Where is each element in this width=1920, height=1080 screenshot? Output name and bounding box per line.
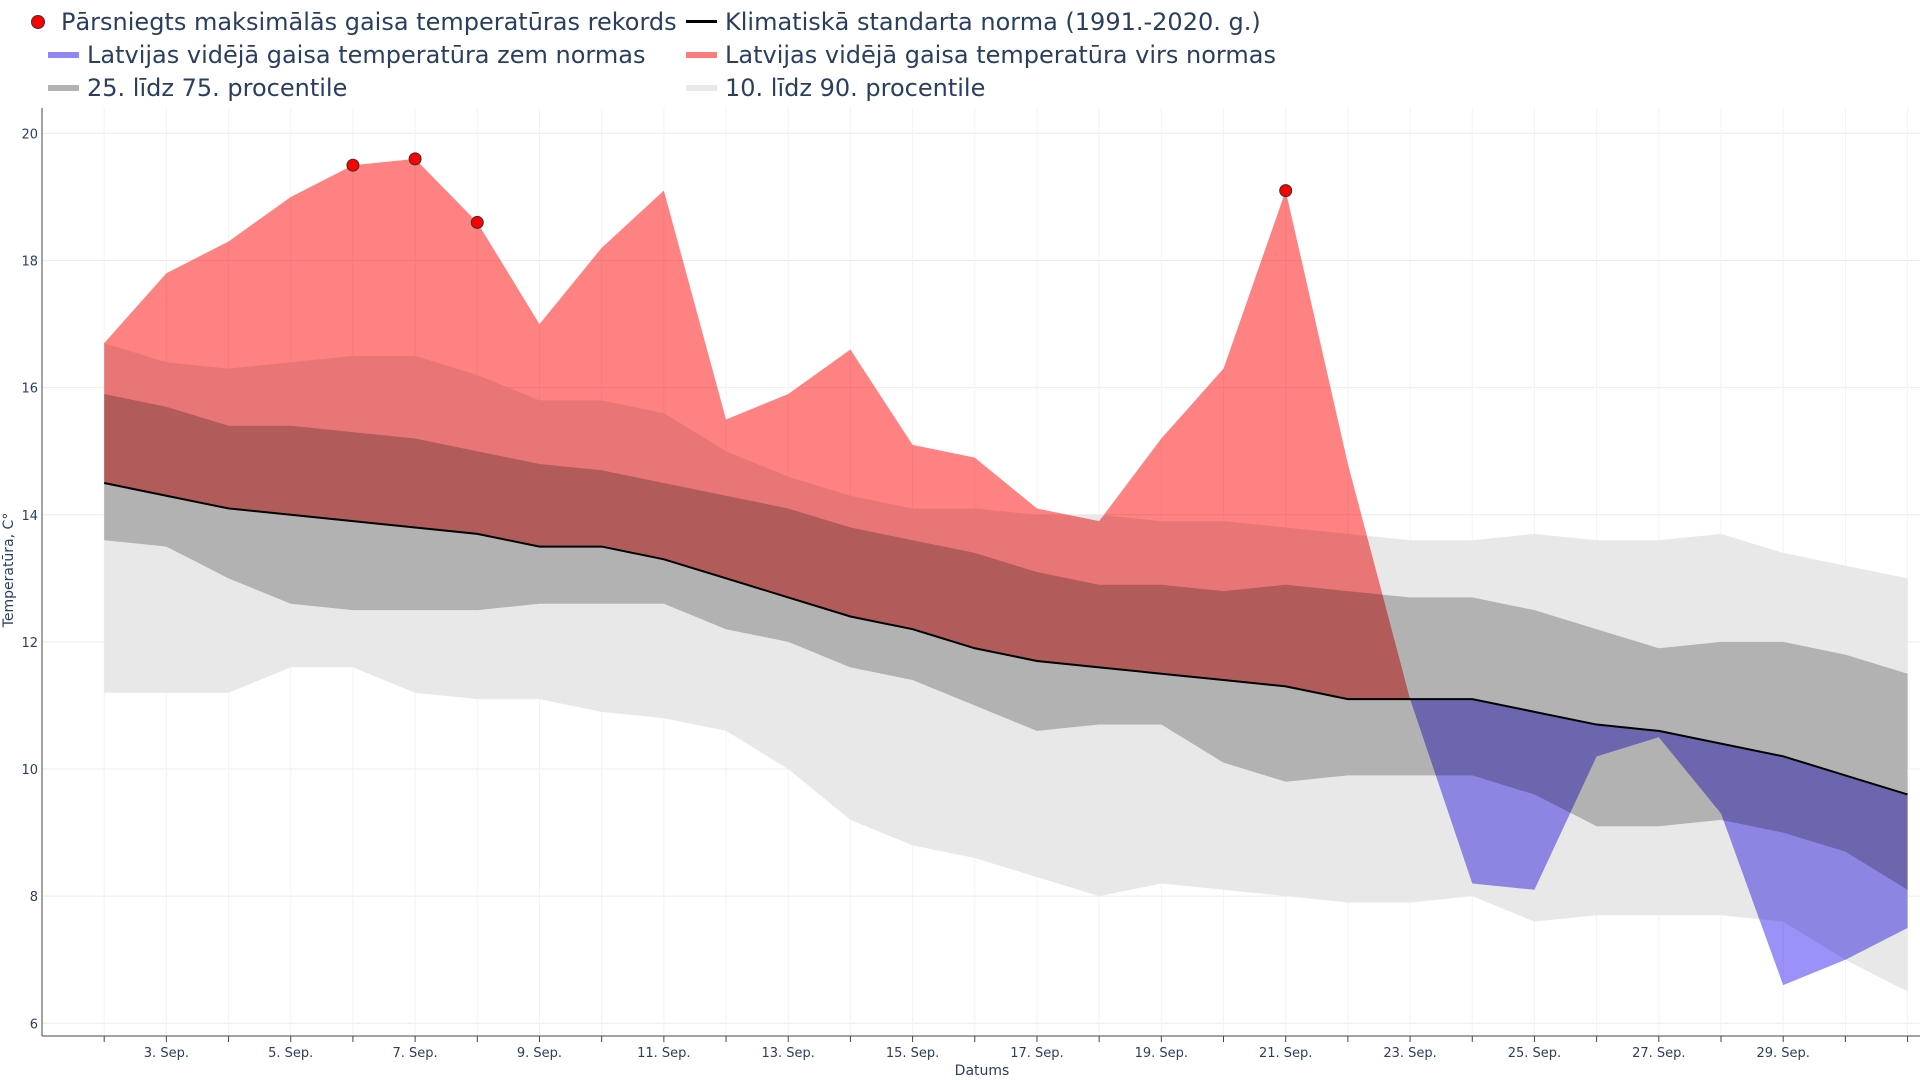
legend-label-p25-75: 25. līdz 75. procentile [87, 73, 348, 102]
y-tick-label: 8 [30, 890, 38, 905]
norm-line-layer [103, 482, 1908, 796]
red-swatch-icon [686, 51, 717, 58]
record-marker [1279, 184, 1293, 198]
y-axis-title: Temperatūra, C° [1, 513, 17, 629]
legend-label-norm: Klimatiskā standarta norma (1991.-2020. … [725, 7, 1261, 36]
x-tick-label: 29. Sep. [1756, 1046, 1809, 1061]
legend-item-p10-90[interactable]: 10. līdz 90. procentile [686, 71, 985, 104]
legend-item-below[interactable]: Latvijas vidējā gaisa temperatūra zem no… [48, 38, 645, 71]
y-tick-label: 14 [21, 509, 38, 524]
legend-item-p25-75[interactable]: 25. līdz 75. procentile [48, 71, 347, 104]
legend-item-norm[interactable]: Klimatiskā standarta norma (1991.-2020. … [686, 5, 1261, 38]
x-tick-label: 27. Sep. [1632, 1046, 1685, 1061]
record-marker-layer [346, 152, 1293, 229]
x-tick-label: 19. Sep. [1135, 1046, 1188, 1061]
legend-label-record: Pārsniegts maksimālās gaisa temperatūras… [61, 7, 677, 36]
x-tick-label: 15. Sep. [886, 1046, 939, 1061]
x-tick-label: 13. Sep. [761, 1046, 814, 1061]
legend-label-above: Latvijas vidējā gaisa temperatūra virs n… [725, 40, 1276, 69]
gray-swatch-icon [48, 84, 79, 91]
legend-label-below: Latvijas vidējā gaisa temperatūra zem no… [87, 40, 646, 69]
record-marker [408, 152, 422, 166]
x-tick-label: 23. Sep. [1383, 1046, 1436, 1061]
blue-swatch-icon [48, 51, 79, 58]
x-tick-label: 5. Sep. [268, 1046, 313, 1061]
line-swatch-icon [686, 20, 717, 23]
record-marker-icon [22, 14, 53, 29]
y-tick-label: 18 [21, 255, 38, 270]
x-axis-title: Datums [955, 1063, 1010, 1079]
actual-layer [104, 158, 1908, 986]
legend-item-record[interactable]: Pārsniegts maksimālās gaisa temperatūras… [22, 5, 677, 38]
y-tick-label: 20 [21, 127, 38, 142]
x-tick-label: 11. Sep. [637, 1046, 690, 1061]
light-gray-swatch-icon [686, 84, 717, 91]
y-tick-label: 10 [21, 763, 38, 778]
x-tick-label: 3. Sep. [144, 1046, 189, 1061]
x-tick-label: 7. Sep. [393, 1046, 438, 1061]
legend-label-p10-90: 10. līdz 90. procentile [725, 73, 986, 102]
norm-line [103, 482, 1908, 796]
x-tick-label: 25. Sep. [1508, 1046, 1561, 1061]
y-tick-label: 16 [21, 382, 38, 397]
record-marker [470, 215, 484, 229]
above-norm-area [104, 158, 1411, 700]
x-tick-label: 9. Sep. [517, 1046, 562, 1061]
y-tick-label: 12 [21, 636, 38, 651]
below-norm-area [1410, 699, 1908, 986]
y-tick-label: 6 [30, 1017, 38, 1032]
record-marker [346, 158, 360, 172]
legend-item-above[interactable]: Latvijas vidējā gaisa temperatūra virs n… [686, 38, 1276, 71]
x-tick-label: 21. Sep. [1259, 1046, 1312, 1061]
axis-layer: 3. Sep. 5. Sep. 7. Sep. 9. Sep. 11. Sep. 13. … [21, 108, 1920, 1061]
x-tick-label: 17. Sep. [1010, 1046, 1063, 1061]
legend: Pārsniegts maksimālās gaisa temperatūras… [0, 0, 1920, 108]
